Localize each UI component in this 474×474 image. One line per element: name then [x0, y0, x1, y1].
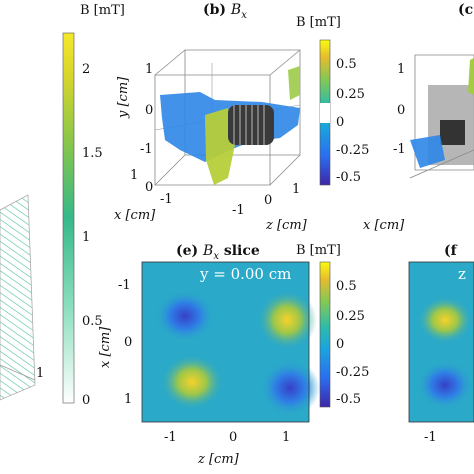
panel-a-colorbar-tick: 1.5 — [82, 146, 103, 161]
panel-c-y-tick: 0 — [397, 103, 406, 118]
panel-e-y-tick: 1 — [124, 392, 133, 407]
panel-b-colorbar-tick: -0.25 — [336, 143, 370, 158]
panel-b-z-tick: 1 — [292, 182, 301, 197]
panel-f-slice-label: z — [458, 265, 466, 283]
panel-c-x-label: x [cm] — [363, 218, 405, 233]
panel-a — [0, 32, 75, 404]
panel-e-y-tick: 0 — [124, 335, 133, 350]
panel-e-coldspot — [260, 360, 320, 416]
panel-e — [141, 261, 331, 423]
panel-c-y-tick: 1 — [397, 62, 406, 77]
panel-a-colorbar-tick: 0 — [82, 393, 91, 408]
panel-a-colorbar-tick: 0.5 — [82, 314, 103, 329]
panel-b-colorbar-tick: 0.25 — [336, 87, 365, 102]
panel-c-y-tick: -1 — [393, 142, 406, 157]
panel-e-x-tick: 0 — [229, 430, 238, 445]
panel-b-y-tick: 0 — [145, 103, 154, 118]
panel-e-x-label: z [cm] — [198, 452, 239, 467]
panel-b-x-tick: 1 — [130, 168, 139, 183]
panel-e-coldspot — [155, 290, 215, 342]
panel-c — [409, 54, 474, 179]
panel-e-colorbar-tick: -0.25 — [336, 365, 370, 380]
panel-e-colorbar-tick: 0.25 — [336, 309, 365, 324]
panel-e-y-tick: -1 — [118, 278, 131, 293]
panel-b-x-tick: -1 — [160, 192, 173, 207]
panel-a-field-volume — [0, 195, 35, 400]
panel-e-hotspot — [257, 290, 317, 350]
panel-b-x-label: x [cm] — [114, 208, 156, 223]
panel-f-x-tick: -1 — [424, 430, 437, 445]
panel-b-z-label: z [cm] — [266, 218, 307, 233]
panel-e-colorbar-tick: -0.5 — [336, 392, 362, 407]
panel-b-colorbar-tick: 0.5 — [336, 57, 357, 72]
panel-b — [154, 39, 331, 186]
panel-f-title: (f — [444, 243, 457, 259]
panel-a-colorbar-tick: 1 — [82, 230, 91, 245]
panel-e-colorbar-label: B [mT] — [296, 243, 341, 258]
panel-e-y-label: x [cm] — [98, 326, 113, 368]
panel-f — [408, 261, 474, 423]
panel-b-colorbar-tick: -0.5 — [336, 170, 362, 185]
panel-a-colorbar-tick: 2 — [82, 62, 91, 77]
panel-e-slice-label: y = 0.00 cm — [200, 265, 292, 283]
panel-b-z-tick: 0 — [264, 193, 273, 208]
panel-a-x-tick: 1 — [36, 366, 45, 381]
panel-b-coil — [228, 105, 274, 145]
panel-e-colorbar — [319, 261, 331, 408]
panel-e-hotspot — [160, 354, 224, 410]
panel-e-title: (e) Bx slice — [176, 243, 260, 262]
panel-b-x-tick: 0 — [145, 180, 154, 195]
panel-c-title: (c — [458, 2, 474, 18]
panel-e-x-tick: -1 — [164, 430, 177, 445]
panel-b-y-tick: 1 — [145, 62, 154, 77]
panel-b-y-tick: -1 — [140, 142, 153, 157]
panel-a-box-edge — [0, 194, 36, 401]
panel-a-colorbar — [62, 32, 75, 404]
panel-e-colorbar-tick: 0 — [336, 337, 345, 352]
panel-b-z-tick: -1 — [232, 203, 245, 218]
panel-b-title: (b) Bx — [203, 2, 247, 21]
panel-b-colorbar-label: B [mT] — [296, 15, 341, 30]
panel-b-y-label: y [cm] — [116, 76, 131, 118]
panel-b-colorbar-tick: 0 — [336, 115, 345, 130]
panel-a-colorbar-label: B [mT] — [80, 3, 125, 18]
panel-e-colorbar-tick: 0.5 — [336, 279, 357, 294]
panel-e-x-tick: 1 — [282, 430, 291, 445]
